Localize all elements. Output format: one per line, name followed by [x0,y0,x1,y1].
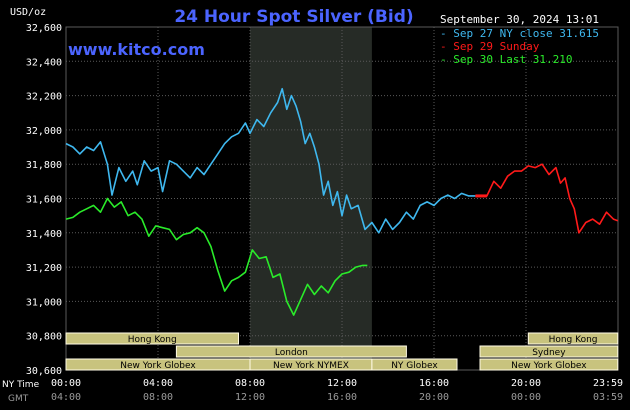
session-label: New York Globex [120,361,196,371]
x-tick-label-gmt: 00:00 [511,392,541,403]
x-axis-labels: NY Time GMT 00:00 04:00 04:00 08:00 08:00 12:00… [2,378,623,404]
y-tick-label: 30,800 [26,332,62,343]
session-label: Hong Kong [128,335,177,345]
session-label: New York Globex [511,361,587,371]
x-tick-label-ny: 08:00 [235,378,265,389]
x-tick-label-ny: 00:00 [51,378,81,389]
y-axis-labels: 32,600 32,400 32,200 32,000 31,800 31,600 31,4… [26,23,62,377]
x-tick-label-gmt: 16:00 [327,392,357,403]
session-label: NY Globex [391,361,438,371]
y-tick-label: 31,200 [26,263,62,274]
session-label: Hong Kong [549,335,598,345]
y-tick-label: 31,400 [26,229,62,240]
x-tick-label-ny: 04:00 [143,378,173,389]
session-label: Sydney [532,348,566,358]
legend-item: - Sep 30 Last 31.210 [440,53,572,66]
legend-item: - Sep 27 NY close 31.615 [440,27,599,40]
x-axis-gmt-label: GMT [8,394,29,404]
x-tick-label-ny: 23:59 [593,378,623,389]
x-tick-label-gmt: 03:59 [593,392,623,403]
series-line-3 [65,197,368,316]
chart-series [65,87,619,316]
y-axis-unit: USD/oz [10,7,46,18]
session-bar [527,332,619,345]
session-label: New York NYMEX [273,361,349,371]
y-tick-label: 32,200 [26,92,62,103]
x-tick-label-gmt: 20:00 [419,392,449,403]
session-label: London [275,348,308,358]
session-bar [479,345,619,358]
legend-item: - Sep 29 Sunday [440,40,540,53]
x-tick-label-ny: 20:00 [511,378,541,389]
session-bar [371,358,458,371]
x-axis-ny-label: NY Time [2,380,40,390]
x-tick-label-gmt: 04:00 [51,392,81,403]
market-session-bars: Hong Kong Hong Kong London Sydney New York G… [65,332,619,371]
y-tick-label: 31,000 [26,297,62,308]
x-tick-label-ny: 16:00 [419,378,449,389]
chart-legend: - Sep 27 NY close 31.615- Sep 29 Sunday-… [440,27,599,66]
series-line-1 [65,87,476,234]
chart-timestamp: September 30, 2024 13:01 [440,13,599,26]
y-tick-label: 31,600 [26,195,62,206]
session-bar [175,345,407,358]
session-bar [479,358,619,371]
x-tick-label-gmt: 12:00 [235,392,265,403]
series-line-2 [475,163,619,234]
y-tick-label: 32,400 [26,57,62,68]
y-tick-label: 30,600 [26,366,62,377]
x-tick-label-ny: 12:00 [327,378,357,389]
y-tick-label: 32,000 [26,126,62,137]
session-bar [65,332,239,345]
nymex-highlight-band [250,27,372,370]
site-url: www.kitco.com [68,40,205,59]
chart-title: 24 Hour Spot Silver (Bid) [174,7,413,27]
y-tick-label: 32,600 [26,23,62,34]
x-tick-label-gmt: 08:00 [143,392,173,403]
y-tick-label: 31,800 [26,160,62,171]
